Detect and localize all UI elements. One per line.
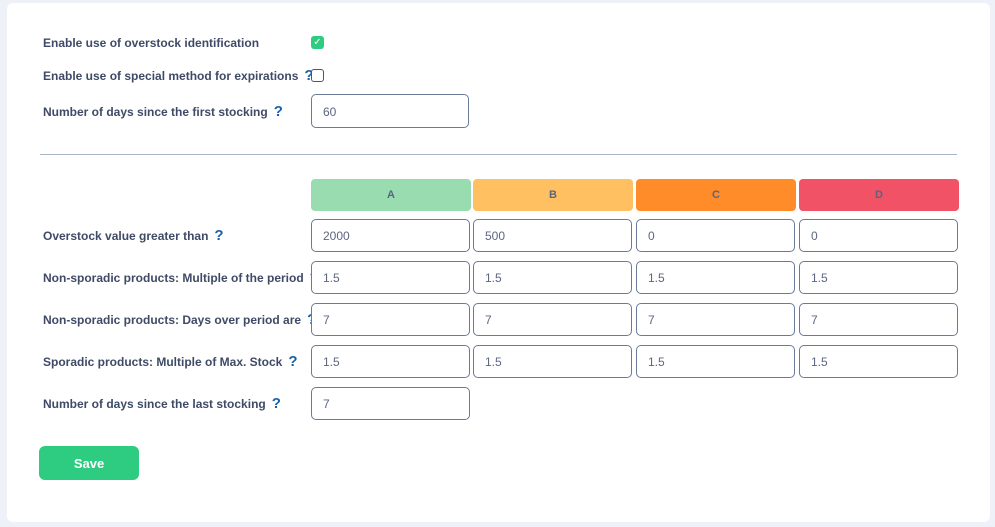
row-value-input[interactable]: 1.5 (473, 261, 632, 294)
row-value-input[interactable]: 1.5 (311, 345, 470, 378)
row-value-input[interactable]: 1.5 (473, 345, 632, 378)
save-button[interactable]: Save (39, 446, 139, 480)
row-value-input[interactable]: 1.5 (799, 261, 958, 294)
row-value-input[interactable]: 1.5 (311, 261, 470, 294)
row-value-input[interactable]: 0 (799, 219, 958, 252)
help-icon[interactable]: ? (288, 353, 298, 370)
category-header-a: A (311, 179, 471, 211)
row-value-input[interactable]: 2000 (311, 219, 470, 252)
row-value-input[interactable]: 7 (473, 303, 632, 336)
row-value-input[interactable]: 7 (311, 387, 470, 420)
row-label: Number of days since the last stocking? (43, 395, 281, 412)
help-icon[interactable]: ? (271, 395, 281, 412)
row-value-input[interactable]: 7 (311, 303, 470, 336)
first-stocking-input[interactable]: 60 (311, 94, 469, 128)
row-value-input[interactable]: 1.5 (636, 345, 795, 378)
help-icon[interactable]: ? (214, 227, 224, 244)
row-value-input[interactable]: 1.5 (636, 261, 795, 294)
expirations-checkbox[interactable] (311, 69, 324, 82)
overstock-checkbox[interactable]: ✓ (311, 36, 324, 49)
row-label: Non-sporadic products: Days over period … (43, 311, 316, 328)
row-value-input[interactable]: 7 (636, 303, 795, 336)
row-label: Overstock value greater than? (43, 227, 224, 244)
row-label: Sporadic products: Multiple of Max. Stoc… (43, 353, 298, 370)
category-header-b: B (473, 179, 633, 211)
category-header-d: D (799, 179, 959, 211)
divider (40, 154, 957, 155)
help-icon[interactable]: ? (304, 67, 314, 84)
category-header-c: C (636, 179, 796, 211)
row-value-input[interactable]: 500 (473, 219, 632, 252)
first-stocking-label: Number of days since the first stocking? (43, 103, 283, 120)
check-icon: ✓ (313, 37, 322, 48)
overstock-label: Enable use of overstock identification (43, 36, 260, 50)
expirations-label: Enable use of special method for expirat… (43, 67, 314, 84)
row-label: Non-sporadic products: Multiple of the p… (43, 269, 319, 286)
row-value-input[interactable]: 7 (799, 303, 958, 336)
help-icon[interactable]: ? (273, 103, 283, 120)
row-value-input[interactable]: 0 (636, 219, 795, 252)
row-value-input[interactable]: 1.5 (799, 345, 958, 378)
